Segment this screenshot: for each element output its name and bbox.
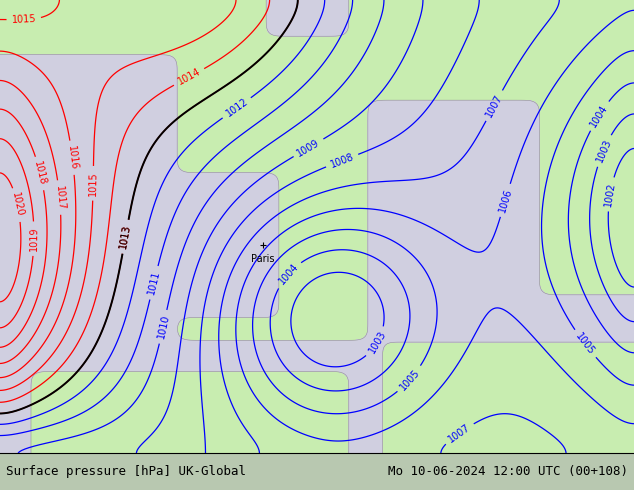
Text: 1003: 1003 (594, 137, 613, 164)
Text: 1017: 1017 (53, 185, 66, 210)
Text: 1008: 1008 (329, 151, 355, 170)
Text: 1010: 1010 (155, 314, 171, 340)
Text: 1004: 1004 (588, 103, 610, 129)
Text: 1014: 1014 (176, 67, 202, 87)
Text: 1016: 1016 (66, 145, 79, 171)
Text: 1020: 1020 (10, 192, 25, 218)
Text: 1013: 1013 (119, 224, 133, 250)
Text: 1015: 1015 (88, 171, 98, 196)
Text: 1012: 1012 (224, 97, 250, 119)
Text: 1019: 1019 (29, 226, 39, 251)
Text: 1002: 1002 (603, 181, 617, 207)
Text: Mo 10-06-2024 12:00 UTC (00+108): Mo 10-06-2024 12:00 UTC (00+108) (387, 465, 628, 478)
Text: 1004: 1004 (276, 262, 300, 287)
Text: 1005: 1005 (574, 331, 597, 357)
Text: 1007: 1007 (446, 422, 472, 444)
Text: 1018: 1018 (32, 160, 48, 186)
Text: 1003: 1003 (366, 329, 388, 356)
Text: 1013: 1013 (119, 224, 133, 250)
Text: 1006: 1006 (497, 187, 514, 214)
Text: Surface pressure [hPa] UK-Global: Surface pressure [hPa] UK-Global (6, 465, 247, 478)
Text: 1015: 1015 (11, 14, 36, 25)
Text: 1007: 1007 (484, 93, 505, 119)
Text: 1009: 1009 (295, 137, 321, 158)
Text: 1011: 1011 (146, 270, 162, 296)
Text: Paris: Paris (251, 254, 275, 264)
Text: 1005: 1005 (398, 367, 422, 392)
